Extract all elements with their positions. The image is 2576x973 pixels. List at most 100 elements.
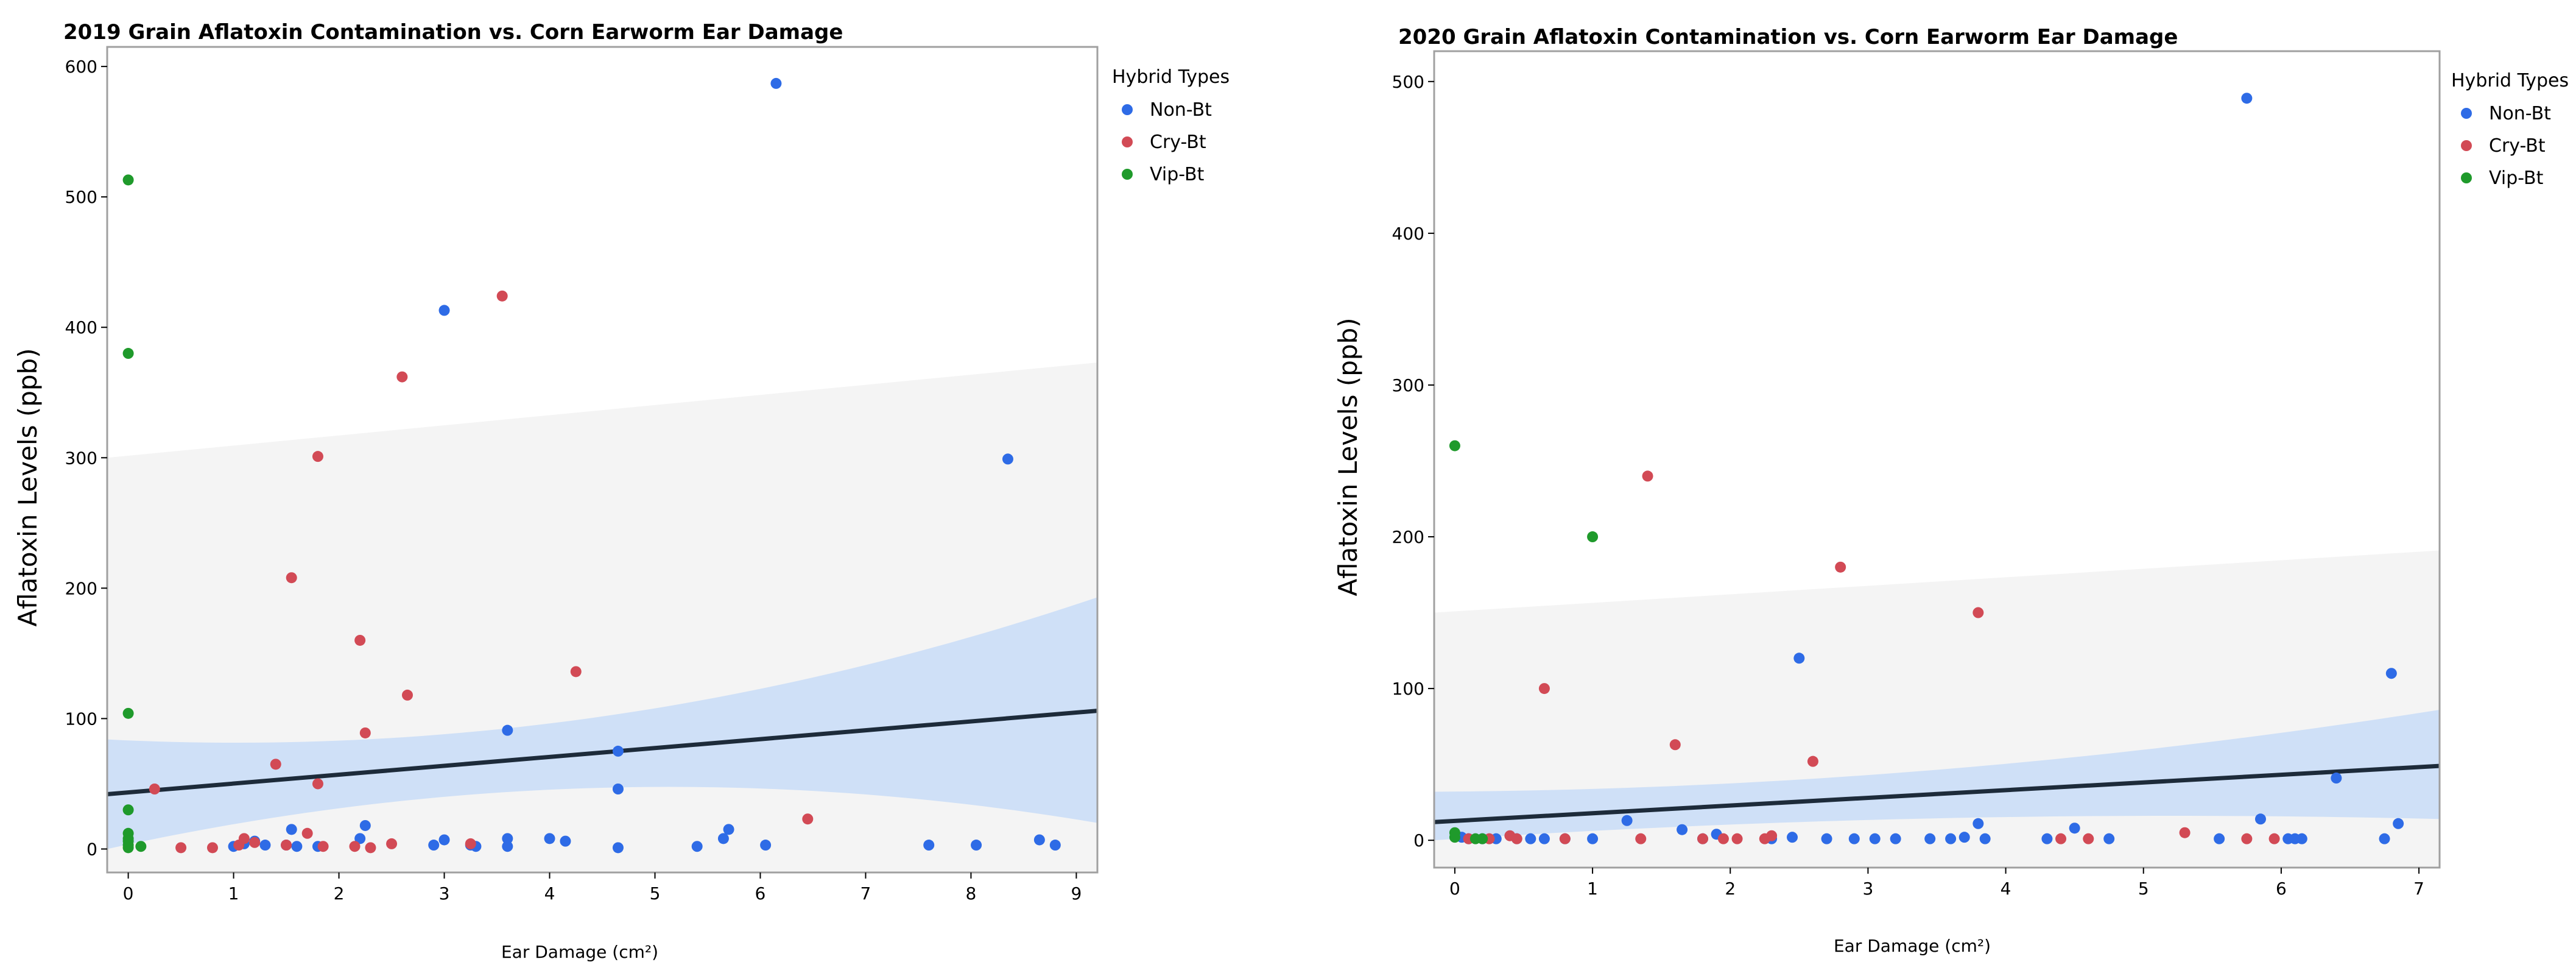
data-point <box>317 841 329 852</box>
data-point <box>1766 830 1778 841</box>
data-point <box>270 759 281 770</box>
data-point <box>301 827 313 839</box>
x-tick-label: 2 <box>334 883 345 904</box>
data-point <box>1717 833 1729 844</box>
y-tick-label: 100 <box>65 709 97 729</box>
legend-marker-vip-bt <box>2461 172 2472 183</box>
legend-marker-non-bt <box>2461 108 2472 119</box>
y-axis-label: Aflatoxin Levels (ppb) <box>13 348 43 626</box>
regression-line <box>1434 763 2440 824</box>
data-point <box>1621 815 1633 826</box>
data-point <box>259 840 271 851</box>
data-point <box>1979 833 1991 844</box>
legend-label-non-bt: Non-Bt <box>2489 103 2551 124</box>
legend-title: Hybrid Types <box>2451 70 2569 91</box>
data-point <box>570 666 582 678</box>
data-point <box>175 842 187 854</box>
data-point <box>612 745 624 757</box>
data-point <box>149 784 160 795</box>
y-tick-label: 100 <box>1392 679 1424 699</box>
data-point <box>428 840 440 851</box>
data-point <box>1635 833 1647 844</box>
data-point <box>122 174 134 186</box>
data-point <box>206 842 218 854</box>
data-point <box>312 778 323 790</box>
data-point <box>122 804 134 816</box>
data-point <box>2385 668 2397 679</box>
data-point <box>1958 832 1970 843</box>
data-point <box>2179 827 2191 838</box>
data-point <box>238 833 250 844</box>
legend-label-vip-bt: Vip-Bt <box>1150 164 1205 185</box>
data-point <box>502 833 513 844</box>
data-point <box>1697 833 1709 844</box>
data-point <box>2331 773 2342 784</box>
y-tick-label: 400 <box>65 317 97 338</box>
data-point <box>502 724 513 736</box>
y-tick-label: 600 <box>65 57 97 77</box>
data-point <box>691 841 703 852</box>
data-point <box>465 838 476 849</box>
plot-area: 0 100 200 300 400 500 0 1 2 3 4 5 6 7 <box>1392 50 2441 899</box>
x-tick-label: 1 <box>1587 879 1598 899</box>
legend-marker-vip-bt <box>1122 169 1133 180</box>
data-point <box>1642 470 1653 482</box>
data-point <box>1835 561 1846 573</box>
y-tick-label: 0 <box>86 839 97 859</box>
data-point <box>1449 440 1460 451</box>
data-point <box>971 840 982 851</box>
data-point <box>1821 833 1832 844</box>
data-point <box>1033 834 1045 846</box>
chart-title: 2019 Grain Aflatoxin Contamination vs. C… <box>63 20 843 44</box>
plot-layers <box>1434 93 2440 868</box>
data-point <box>2069 823 2080 834</box>
data-point <box>396 371 408 383</box>
y-tick-label: 400 <box>1392 224 1424 244</box>
chart-2020: 2020 Grain Aflatoxin Contamination vs. C… <box>1333 25 2569 956</box>
data-point <box>2241 93 2253 104</box>
legend-marker-non-bt <box>1122 104 1133 115</box>
data-point <box>349 841 361 852</box>
data-point <box>359 819 371 831</box>
regression-line <box>107 709 1097 797</box>
x-tick-label: 7 <box>860 883 871 904</box>
x-tick-label: 4 <box>2001 879 2011 899</box>
x-tick-label: 5 <box>650 883 661 904</box>
legend-label-vip-bt: Vip-Bt <box>2489 168 2544 189</box>
data-point <box>717 833 729 844</box>
data-point <box>1669 739 1681 751</box>
legend-label-cry-bt: Cry-Bt <box>1150 132 1206 153</box>
y-tick-label: 500 <box>65 187 97 207</box>
data-point <box>122 348 134 359</box>
legend: Hybrid Types Non-Bt Cry-Bt Vip-Bt <box>1112 66 1230 185</box>
data-point <box>1538 833 1550 844</box>
data-point <box>401 689 413 701</box>
x-tick-label: 0 <box>1449 879 1460 899</box>
data-point <box>1538 683 1550 695</box>
y-tick-label: 200 <box>65 578 97 598</box>
data-point <box>1890 833 1901 844</box>
y-axis-label: Aflatoxin Levels (ppb) <box>1333 317 1363 596</box>
data-point <box>1848 833 1860 844</box>
data-point <box>612 842 624 854</box>
legend-label-non-bt: Non-Bt <box>1150 99 1212 121</box>
legend-title: Hybrid Types <box>1112 66 1230 88</box>
data-point <box>365 842 376 854</box>
x-tick-label: 0 <box>123 883 134 904</box>
data-point <box>286 824 297 835</box>
data-point <box>1869 833 1881 844</box>
y-tick-label: 500 <box>1392 72 1424 92</box>
plot-frame <box>106 46 1099 874</box>
data-point <box>760 840 772 851</box>
data-point <box>1924 833 1936 844</box>
x-tick-label: 1 <box>228 883 239 904</box>
confidence-band <box>107 597 1097 849</box>
series-vip-bt <box>1449 440 1599 844</box>
data-point <box>286 572 297 584</box>
x-tick-label: 3 <box>439 883 450 904</box>
data-point <box>2055 833 2067 844</box>
data-point <box>2268 833 2280 844</box>
y-tick-label: 200 <box>1392 527 1424 547</box>
data-point <box>359 727 371 738</box>
